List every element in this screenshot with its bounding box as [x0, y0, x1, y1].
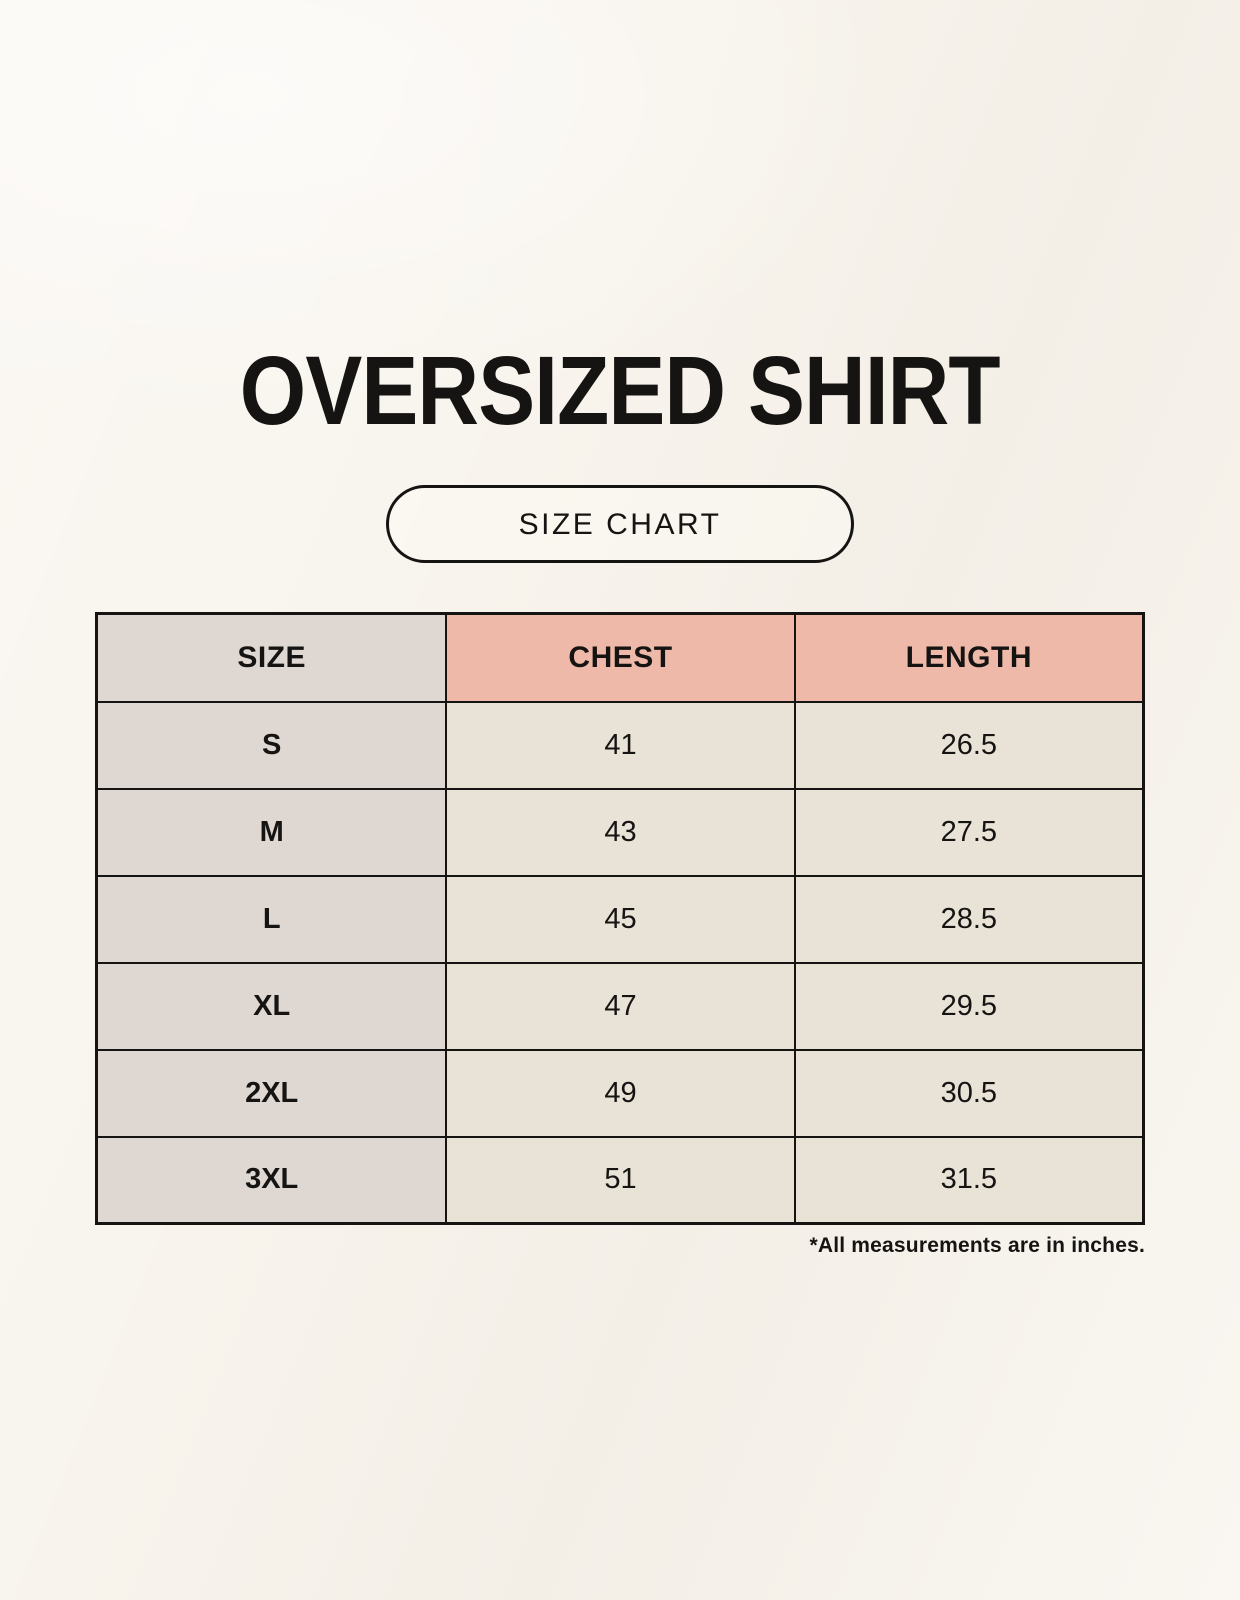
measurements-footnote: *All measurements are in inches. [809, 1234, 1145, 1257]
table-body: S 41 26.5 M 43 27.5 L 45 28.5 XL 47 29.5… [95, 700, 1145, 1225]
length-value: 30.5 [793, 1048, 1145, 1138]
chest-value: 43 [445, 787, 796, 877]
length-value: 27.5 [793, 787, 1145, 877]
page-title: OVERSIZED SHIRT [95, 0, 1145, 439]
column-header-length: LENGTH [793, 612, 1145, 703]
size-label: XL [95, 961, 448, 1051]
chest-value: 45 [445, 874, 796, 964]
page-title-text: OVERSIZED SHIRT [240, 336, 1001, 445]
table-row: S 41 26.5 [95, 700, 1145, 790]
header-row: SIZE CHEST LENGTH [95, 612, 1145, 703]
length-value: 29.5 [793, 961, 1145, 1051]
size-label: S [95, 700, 448, 790]
table-row: M 43 27.5 [95, 787, 1145, 877]
size-chart-page: OVERSIZED SHIRT SIZE CHART SIZE CHEST LE… [95, 0, 1145, 1258]
chest-value: 47 [445, 961, 796, 1051]
table-row: 2XL 49 30.5 [95, 1048, 1145, 1138]
badge-container: SIZE CHART [95, 485, 1145, 563]
table-row: L 45 28.5 [95, 874, 1145, 964]
size-label: 2XL [95, 1048, 448, 1138]
size-label: L [95, 874, 448, 964]
table-header: SIZE CHEST LENGTH [95, 612, 1145, 703]
column-header-size: SIZE [95, 612, 448, 703]
size-label: M [95, 787, 448, 877]
size-label: 3XL [95, 1135, 448, 1225]
length-value: 31.5 [793, 1135, 1145, 1225]
table-row: XL 47 29.5 [95, 961, 1145, 1051]
chest-value: 49 [445, 1048, 796, 1138]
chest-value: 41 [445, 700, 796, 790]
table-row: 3XL 51 31.5 [95, 1135, 1145, 1225]
size-chart-table: SIZE CHEST LENGTH S 41 26.5 M 43 27.5 L … [95, 612, 1145, 1225]
size-chart-badge: SIZE CHART [386, 485, 854, 563]
length-value: 26.5 [793, 700, 1145, 790]
length-value: 28.5 [793, 874, 1145, 964]
column-header-chest: CHEST [445, 612, 796, 703]
chest-value: 51 [445, 1135, 796, 1225]
